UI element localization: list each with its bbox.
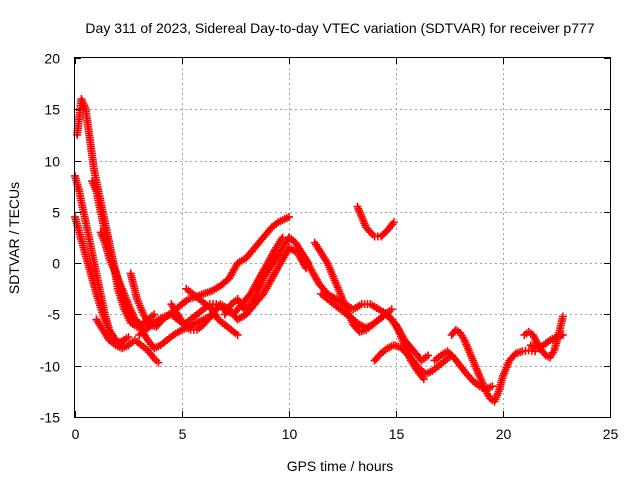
data-point-marker — [419, 375, 428, 384]
data-point-marker — [124, 332, 133, 341]
series-track-18 — [430, 347, 497, 394]
data-point-marker — [488, 382, 497, 391]
y-tick-label: 20 — [44, 51, 60, 67]
series-track-5 — [96, 228, 219, 353]
x-tick-label: 15 — [389, 426, 405, 442]
data-marks — [71, 95, 567, 406]
series-track-19 — [520, 312, 567, 362]
data-point-marker — [558, 312, 567, 321]
series-track-3 — [71, 212, 127, 350]
data-point-marker — [154, 358, 163, 367]
grid — [75, 58, 610, 417]
x-tick-label: 20 — [496, 426, 512, 442]
chart-title: Day 311 of 2023, Sidereal Day-to-day VTE… — [85, 20, 594, 36]
series-track-6 — [92, 315, 163, 367]
series-track-14 — [317, 289, 396, 332]
series-track-12 — [285, 233, 433, 365]
y-tick-label: -10 — [40, 359, 60, 375]
data-point-marker — [424, 351, 433, 360]
y-tick-label: -5 — [48, 307, 61, 323]
y-tick-label: -15 — [40, 410, 60, 426]
data-point-marker — [285, 212, 293, 221]
data-point-marker — [558, 330, 567, 339]
plot-frame — [74, 57, 611, 418]
x-tick-label: 10 — [282, 426, 298, 442]
series-track-8 — [135, 233, 287, 339]
series-track-15 — [353, 202, 398, 241]
y-tick-label: 15 — [44, 102, 60, 118]
series-track-10 — [182, 284, 242, 339]
x-axis-label: GPS time / hours — [287, 458, 394, 474]
x-tick-label: 0 — [72, 426, 80, 442]
y-tick-label: 10 — [44, 154, 60, 170]
y-tick-label: 0 — [52, 256, 60, 272]
y-tick-label: 5 — [52, 205, 60, 221]
data-point-marker — [278, 233, 287, 242]
data-point-marker — [387, 305, 396, 314]
data-point-marker — [233, 330, 242, 339]
x-tick-label: 5 — [179, 426, 187, 442]
data-point-marker — [389, 218, 398, 227]
x-tick-label: 25 — [603, 426, 619, 442]
y-axis-label: SDTVAR / TECUs — [6, 182, 22, 294]
data-point-marker — [150, 310, 159, 319]
series-track-20 — [526, 330, 567, 353]
axis-ticks: 0 5 10 15 20 25 -15 -10 -5 0 5 10 15 20 — [40, 51, 619, 443]
